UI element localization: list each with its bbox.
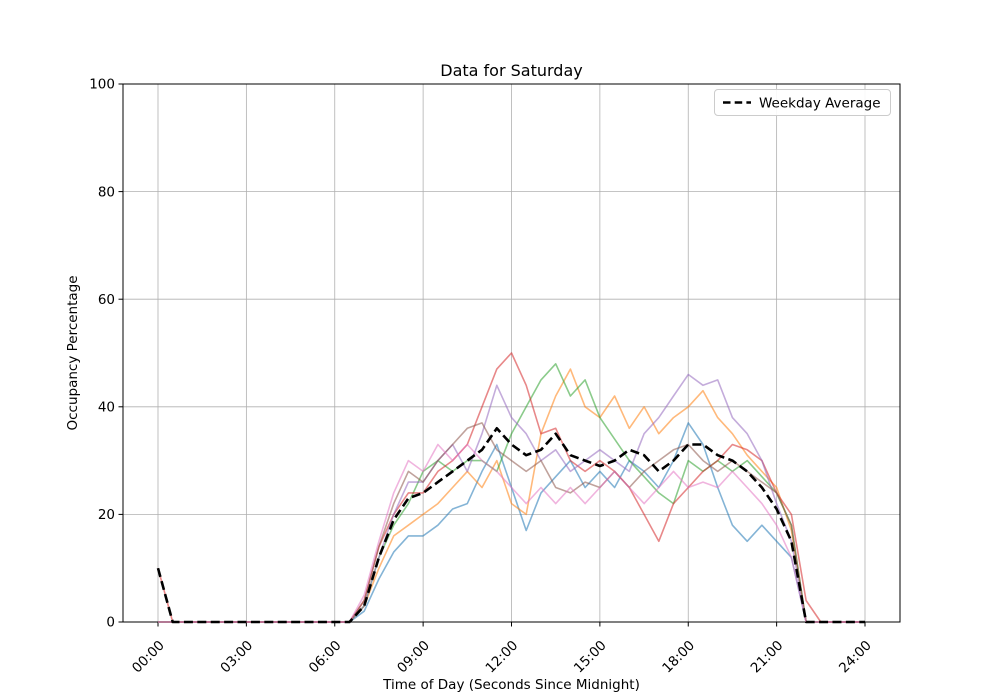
legend-label: Weekday Average [759,96,881,112]
x-tick-label: 00:00 [129,638,168,677]
series-layer [156,352,865,624]
x-tick-label: 03:00 [217,638,256,677]
x-tick-label: 21:00 [748,638,787,677]
y-tick-label: 0 [106,615,115,631]
y-tick-label: 40 [98,400,115,416]
x-tick-label: 06:00 [306,638,345,677]
y-axis-label: Occupancy Percentage [65,275,81,430]
y-tick-label: 20 [98,507,115,523]
y-tick-label: 100 [89,77,115,93]
y-tick-label: 80 [98,184,115,200]
chart-title: Data for Saturday [440,61,582,80]
x-tick-label: 15:00 [571,638,610,677]
tick-layer: 00:00 03:00 06:00 09:00 12:00 15:00 18:00 21:00… [89,77,875,677]
x-tick-label: 18:00 [659,638,698,677]
x-axis-label: Time of Day (Seconds Since Midnight) [382,677,640,693]
legend-frame [714,89,891,116]
y-tick-label: 60 [98,292,115,308]
legend: Weekday Average [714,89,891,116]
data-line-7-line [158,443,865,623]
x-tick-label: 09:00 [394,638,433,677]
x-tick-label: 12:00 [483,638,522,677]
x-tick-label: 24:00 [836,638,875,677]
